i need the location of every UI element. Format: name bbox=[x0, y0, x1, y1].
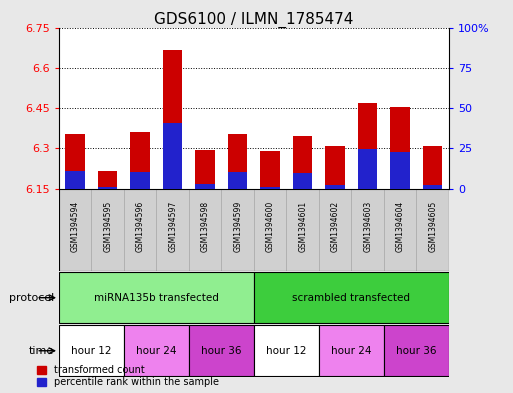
Bar bbox=[390, 107, 410, 189]
Bar bbox=[325, 146, 345, 189]
Text: miRNA135b transfected: miRNA135b transfected bbox=[94, 293, 219, 303]
Bar bbox=[228, 172, 247, 189]
Bar bbox=[195, 150, 215, 189]
Bar bbox=[59, 272, 254, 323]
Bar bbox=[163, 50, 183, 189]
Bar bbox=[417, 189, 449, 271]
Bar bbox=[163, 123, 183, 189]
Text: GSM1394602: GSM1394602 bbox=[331, 201, 340, 252]
Bar bbox=[261, 187, 280, 189]
Text: GSM1394600: GSM1394600 bbox=[266, 201, 274, 252]
Text: hour 24: hour 24 bbox=[331, 346, 371, 356]
Bar bbox=[222, 189, 254, 271]
Text: time: time bbox=[29, 346, 54, 356]
Bar bbox=[130, 172, 150, 189]
Bar bbox=[384, 189, 417, 271]
Bar bbox=[390, 152, 410, 189]
Bar bbox=[254, 189, 286, 271]
Bar bbox=[254, 272, 449, 323]
Bar bbox=[384, 325, 449, 376]
Text: scrambled transfected: scrambled transfected bbox=[292, 293, 410, 303]
Bar bbox=[351, 189, 384, 271]
Text: GSM1394595: GSM1394595 bbox=[103, 201, 112, 252]
Bar bbox=[325, 185, 345, 189]
Bar bbox=[189, 325, 254, 376]
Bar bbox=[124, 325, 189, 376]
Bar bbox=[130, 132, 150, 189]
Bar bbox=[98, 187, 117, 189]
Text: GSM1394598: GSM1394598 bbox=[201, 201, 210, 252]
Bar bbox=[286, 189, 319, 271]
Bar bbox=[91, 189, 124, 271]
Text: GSM1394596: GSM1394596 bbox=[136, 201, 145, 252]
Text: hour 36: hour 36 bbox=[201, 346, 242, 356]
Bar bbox=[293, 173, 312, 189]
Bar bbox=[59, 325, 124, 376]
Bar bbox=[254, 325, 319, 376]
Bar bbox=[66, 134, 85, 189]
Bar bbox=[319, 189, 351, 271]
Bar bbox=[358, 103, 378, 189]
Bar bbox=[319, 325, 384, 376]
Text: GSM1394605: GSM1394605 bbox=[428, 201, 437, 252]
Bar bbox=[195, 184, 215, 189]
Text: GSM1394594: GSM1394594 bbox=[71, 201, 80, 252]
Text: GSM1394604: GSM1394604 bbox=[396, 201, 405, 252]
Text: hour 12: hour 12 bbox=[266, 346, 307, 356]
Text: GSM1394603: GSM1394603 bbox=[363, 201, 372, 252]
Bar bbox=[98, 171, 117, 189]
Bar bbox=[228, 134, 247, 189]
Bar bbox=[293, 136, 312, 189]
Title: GDS6100 / ILMN_1785474: GDS6100 / ILMN_1785474 bbox=[154, 11, 353, 28]
Text: GSM1394599: GSM1394599 bbox=[233, 201, 242, 252]
Text: protocol: protocol bbox=[9, 293, 54, 303]
Bar bbox=[423, 185, 442, 189]
Legend: transformed count, percentile rank within the sample: transformed count, percentile rank withi… bbox=[35, 364, 220, 388]
Text: GSM1394601: GSM1394601 bbox=[298, 201, 307, 252]
Bar bbox=[423, 146, 442, 189]
Bar bbox=[124, 189, 156, 271]
Bar bbox=[59, 189, 91, 271]
Text: hour 24: hour 24 bbox=[136, 346, 176, 356]
Text: hour 12: hour 12 bbox=[71, 346, 112, 356]
Bar bbox=[156, 189, 189, 271]
Text: hour 36: hour 36 bbox=[396, 346, 437, 356]
Bar bbox=[358, 149, 378, 189]
Bar bbox=[261, 151, 280, 189]
Bar bbox=[189, 189, 222, 271]
Bar bbox=[66, 171, 85, 189]
Text: GSM1394597: GSM1394597 bbox=[168, 201, 177, 252]
